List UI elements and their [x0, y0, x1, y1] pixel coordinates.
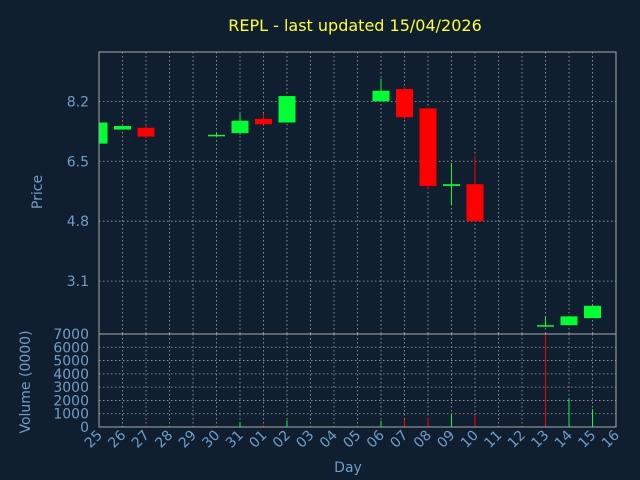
x-axis-label: Day: [334, 460, 362, 476]
candle-body: [396, 89, 413, 118]
chart-title: REPL - last updated 15/04/2026: [228, 16, 482, 35]
candle: [372, 78, 390, 102]
x-tick-label: 15: [575, 428, 599, 452]
candle-body: [466, 184, 484, 222]
x-tick-label: 29: [176, 428, 200, 452]
candle-body: [372, 90, 390, 102]
x-tick-label: 11: [481, 428, 505, 452]
x-tick-label: 13: [528, 428, 552, 452]
x-tick-label: 10: [458, 428, 482, 452]
x-tick-label: 02: [270, 428, 294, 452]
candle: [443, 163, 460, 206]
x-tick-label: 26: [105, 427, 129, 451]
candle: [396, 87, 413, 119]
candle-body: [231, 120, 249, 134]
candle: [255, 113, 272, 125]
candle-body: [208, 134, 225, 137]
x-tick-label: 03: [293, 428, 317, 452]
price-tick-label: 3.1: [67, 274, 89, 290]
x-tick-label: 12: [505, 428, 529, 452]
price-tick-labels: 3.1 4.8 6.5 8.2: [67, 94, 89, 290]
volume-tick-label: 0: [80, 420, 89, 436]
volume-axis-label: Volume (0000): [18, 330, 34, 433]
x-tick-label: 09: [434, 428, 458, 452]
candle: [560, 316, 578, 326]
candle-body: [537, 325, 554, 327]
volume-tick-label: 7000: [53, 327, 89, 343]
candle: [137, 126, 155, 139]
x-tick-label: 16: [599, 427, 623, 451]
volume-tick-label: 2000: [53, 393, 89, 409]
candle: [537, 316, 554, 327]
x-tick-label: 27: [129, 428, 153, 452]
volume-tick-label: 1000: [53, 407, 89, 423]
x-tick-label: 04: [317, 427, 341, 451]
x-tick-label: 31: [223, 428, 247, 452]
volume-tick-label: 4000: [53, 367, 89, 383]
volume-grid: [99, 334, 616, 427]
volume-panel-frame: [98, 333, 617, 428]
price-tick-label: 6.5: [67, 154, 89, 170]
candle-body: [560, 316, 578, 326]
candle-body: [584, 305, 601, 319]
x-tick-label: 14: [552, 427, 576, 451]
x-tick-label: 08: [411, 428, 435, 452]
candle: [114, 126, 131, 130]
candle: [466, 155, 484, 222]
candle-body: [443, 184, 460, 186]
candle: [208, 133, 225, 137]
volume-tick-label: 3000: [53, 380, 89, 396]
candle: [98, 120, 108, 144]
candle-body: [114, 126, 131, 130]
price-tick-label: 8.2: [67, 94, 89, 110]
candle-body: [278, 96, 296, 123]
x-tick-label: 30: [199, 428, 223, 452]
x-tick-label: 06: [364, 427, 388, 451]
price-grid: [99, 52, 616, 334]
candle-body: [255, 118, 272, 125]
volume-tick-label: 6000: [53, 340, 89, 356]
candles: [98, 78, 601, 327]
candle: [231, 113, 249, 135]
volume-bars: [98, 334, 593, 427]
x-tick-label: 28: [152, 428, 176, 452]
x-tick-label: 01: [246, 428, 270, 452]
candle-body: [99, 122, 108, 144]
price-axis-label: Price: [30, 175, 46, 209]
candle-body: [137, 127, 155, 137]
price-tick-label: 4.8: [67, 214, 89, 230]
candle: [278, 96, 296, 123]
x-tick-label: 07: [387, 428, 411, 452]
volume-tick-label: 5000: [53, 354, 89, 370]
candle-body: [419, 108, 437, 186]
x-tick-labels: 25 26 27 28 29 30 31 01 02 03 04 05 06 07 08 09 10 11 12 13…: [82, 427, 623, 451]
candle: [419, 108, 437, 190]
x-tick-label: 05: [340, 428, 364, 452]
candle: [584, 305, 601, 319]
